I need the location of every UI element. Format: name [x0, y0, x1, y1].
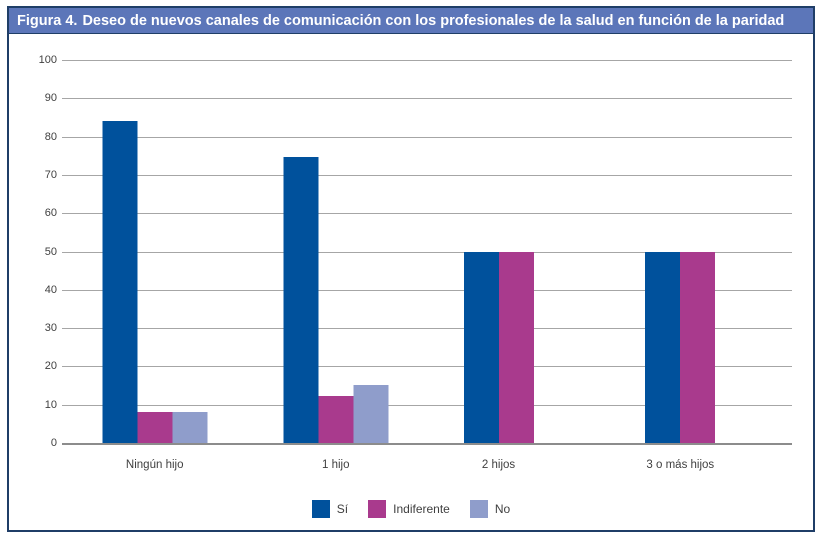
bar-sí-4	[645, 251, 681, 443]
legend-swatch-indiferente	[368, 500, 387, 518]
bar-group-3	[463, 251, 534, 443]
bar-sí-2	[283, 156, 319, 443]
figure-container: Figura 4. Deseo de nuevos canales de com…	[7, 6, 815, 532]
figure-title-bar: Figura 4. Deseo de nuevos canales de com…	[9, 8, 813, 34]
bar-indiferente-1	[137, 411, 173, 443]
legend: Sí Indiferente No	[9, 500, 813, 518]
bar-indiferente-3	[498, 251, 534, 443]
x-axis-label-2: 1 hijo	[322, 459, 350, 471]
y-tick-label-50: 50	[44, 245, 57, 258]
bar-group-2	[283, 156, 389, 443]
legend-label-sí: Sí	[336, 502, 349, 516]
y-tick-label-40: 40	[44, 283, 57, 296]
gridline-40	[62, 289, 792, 291]
y-tick-label-20: 20	[44, 360, 57, 373]
y-tick-label-10: 10	[44, 398, 57, 411]
y-axis: 100 90 80 70 60 50 40 30 20 10 0	[9, 54, 57, 449]
gridline-20	[62, 366, 792, 368]
bar-group-1	[102, 121, 208, 443]
plot-area	[62, 60, 792, 445]
bar-group-4	[645, 251, 716, 443]
bar-no-2	[353, 385, 389, 443]
legend-swatch-no	[469, 500, 488, 518]
legend-label-no: No	[494, 502, 511, 516]
bar-sí-1	[102, 121, 138, 443]
x-axis-label-3: 2 hijos	[481, 459, 516, 471]
y-tick-label-60: 60	[44, 207, 57, 220]
gridline-60	[62, 213, 792, 215]
figure-title: Deseo de nuevos canales de comunicación …	[82, 12, 785, 29]
y-tick-label-70: 70	[44, 168, 57, 181]
bar-indiferente-4	[680, 251, 716, 443]
y-tick-label-80: 80	[44, 130, 57, 143]
gridline-100	[62, 60, 792, 61]
gridline-70	[62, 174, 792, 176]
bar-no-1	[172, 411, 208, 443]
legend-item-no: No	[469, 500, 511, 518]
gridline-30	[62, 328, 792, 330]
legend-label-indiferente: Indiferente	[393, 502, 450, 516]
x-axis-label-1: Ningún hijo	[125, 459, 184, 471]
gridline-80	[62, 136, 792, 138]
bar-indiferente-2	[318, 395, 354, 443]
legend-swatch-sí	[311, 500, 330, 518]
legend-item-indiferente: Indiferente	[368, 500, 450, 518]
y-tick-label-30: 30	[44, 322, 57, 335]
gridline-10	[62, 404, 792, 406]
chart: 100 90 80 70 60 50 40 30 20 10 0 Sí Indiferente No N…	[9, 34, 813, 529]
bar-sí-3	[463, 251, 499, 443]
figure-number: Figura 4.	[17, 12, 78, 29]
x-axis-label-4: 3 o más hijos	[646, 459, 715, 471]
gridline-50	[62, 251, 792, 253]
gridline-90	[62, 98, 792, 100]
y-tick-label-100: 100	[38, 54, 57, 66]
legend-item-sí: Sí	[311, 500, 349, 518]
y-tick-label-0: 0	[50, 437, 57, 449]
y-tick-label-90: 90	[44, 92, 57, 105]
